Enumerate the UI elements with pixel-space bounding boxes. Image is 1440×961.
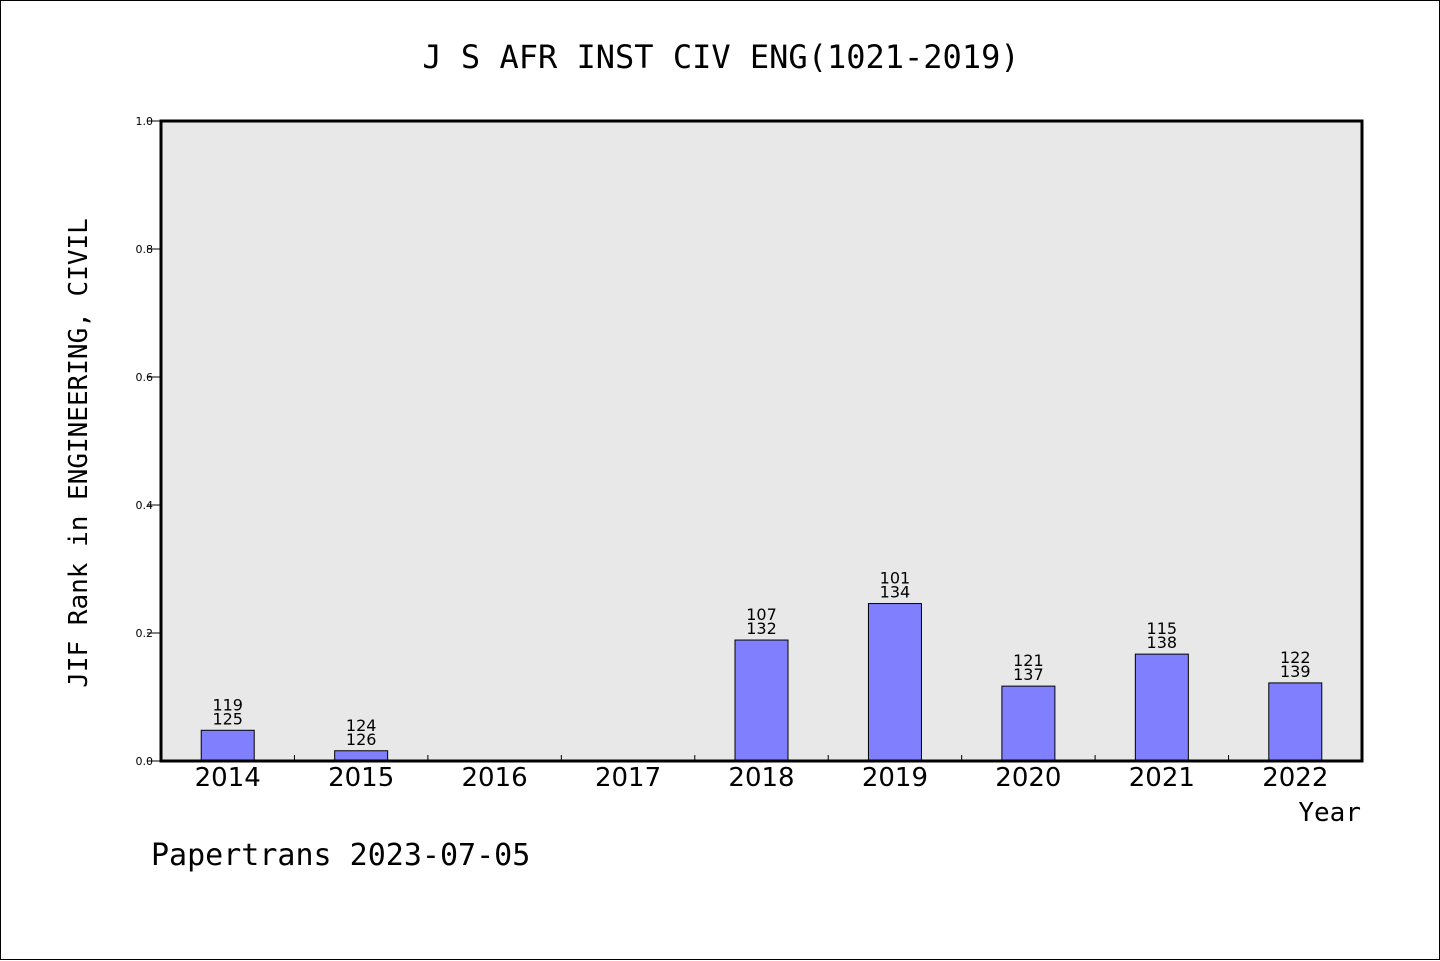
bar-2015 — [334, 750, 389, 762]
x-axis: 2014 2015 2016 2017 2018 2019 2020 2021 2022 — [195, 755, 1328, 793]
x-tick-label: 2014 — [195, 763, 261, 793]
bar-2019 — [867, 603, 922, 762]
data-label-total: 134 — [880, 583, 911, 602]
data-label-total: 138 — [1147, 633, 1178, 652]
data-label-total: 139 — [1280, 662, 1311, 681]
y-tick-label: 0.8 — [136, 243, 154, 256]
data-label-rank: 119 — [212, 695, 243, 714]
bar-2014 — [200, 729, 255, 762]
chart-title: J S AFR INST CIV ENG(1021-2019) — [422, 38, 1019, 76]
x-tick-label: 2022 — [1262, 763, 1328, 793]
data-label-total: 126 — [346, 730, 377, 749]
data-label-rank: 101 — [880, 569, 911, 588]
footer-credit: Papertrans 2023-07-05 — [151, 838, 530, 873]
data-label-total: 137 — [1013, 665, 1044, 684]
y-axis: 0.0 0.2 0.4 0.6 0.8 1.0 — [136, 115, 161, 768]
bar-2018 — [734, 639, 789, 762]
data-label-rank: 121 — [1013, 651, 1044, 670]
y-tick-label: 0.2 — [136, 627, 154, 640]
x-tick-label: 2015 — [328, 763, 394, 793]
x-tick-label: 2020 — [995, 763, 1061, 793]
data-label-rank: 124 — [346, 716, 377, 735]
x-tick-label: 2016 — [462, 763, 528, 793]
data-label-rank: 107 — [746, 605, 777, 624]
plot-border — [159, 119, 1364, 763]
x-tick-label: 2021 — [1129, 763, 1195, 793]
data-label-rank: 122 — [1280, 648, 1311, 667]
y-axis-label: JIF Rank in ENGINEERING, CIVIL — [64, 218, 94, 688]
bar-2022 — [1268, 682, 1323, 762]
x-tick-label: 2018 — [728, 763, 794, 793]
x-axis-label: Year — [1298, 798, 1361, 828]
bar-2021 — [1134, 653, 1189, 762]
data-label-rank: 115 — [1147, 619, 1178, 638]
y-tick-label: 0.4 — [136, 499, 154, 512]
bar-series — [200, 603, 1323, 762]
y-tick-label: 0.0 — [136, 755, 154, 768]
x-tick-label: 2017 — [595, 763, 661, 793]
y-tick-label: 1.0 — [136, 115, 154, 128]
bar-2020 — [1001, 685, 1056, 762]
data-label-total: 125 — [212, 709, 243, 728]
x-tick-label: 2019 — [862, 763, 928, 793]
data-label-total: 132 — [746, 619, 777, 638]
y-tick-label: 0.6 — [136, 371, 154, 384]
